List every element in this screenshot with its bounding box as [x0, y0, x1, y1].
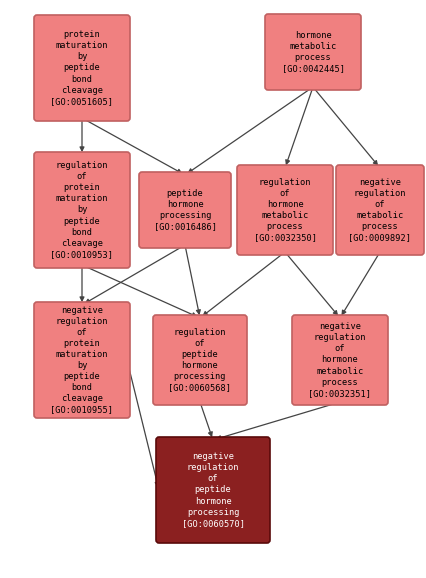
Text: regulation
of
protein
maturation
by
peptide
bond
cleavage
[GO:0010953]: regulation of protein maturation by pept… — [51, 161, 113, 259]
Text: protein
maturation
by
peptide
bond
cleavage
[GO:0051605]: protein maturation by peptide bond cleav… — [51, 30, 113, 106]
FancyBboxPatch shape — [336, 165, 424, 255]
Text: hormone
metabolic
process
[GO:0042445]: hormone metabolic process [GO:0042445] — [282, 31, 345, 73]
FancyBboxPatch shape — [156, 437, 270, 543]
Text: regulation
of
peptide
hormone
processing
[GO:0060568]: regulation of peptide hormone processing… — [169, 328, 231, 392]
FancyBboxPatch shape — [34, 152, 130, 268]
FancyBboxPatch shape — [265, 14, 361, 90]
FancyBboxPatch shape — [292, 315, 388, 405]
Text: regulation
of
hormone
metabolic
process
[GO:0032350]: regulation of hormone metabolic process … — [253, 178, 317, 242]
Text: negative
regulation
of
hormone
metabolic
process
[GO:0032351]: negative regulation of hormone metabolic… — [308, 322, 371, 398]
FancyBboxPatch shape — [153, 315, 247, 405]
Text: negative
regulation
of
peptide
hormone
processing
[GO:0060570]: negative regulation of peptide hormone p… — [181, 452, 245, 528]
Text: peptide
hormone
processing
[GO:0016486]: peptide hormone processing [GO:0016486] — [153, 189, 216, 231]
FancyBboxPatch shape — [139, 172, 231, 248]
FancyBboxPatch shape — [237, 165, 333, 255]
Text: negative
regulation
of
metabolic
process
[GO:0009892]: negative regulation of metabolic process… — [348, 178, 412, 242]
FancyBboxPatch shape — [34, 15, 130, 121]
FancyBboxPatch shape — [34, 302, 130, 418]
Text: negative
regulation
of
protein
maturation
by
peptide
bond
cleavage
[GO:0010955]: negative regulation of protein maturatio… — [51, 306, 113, 414]
